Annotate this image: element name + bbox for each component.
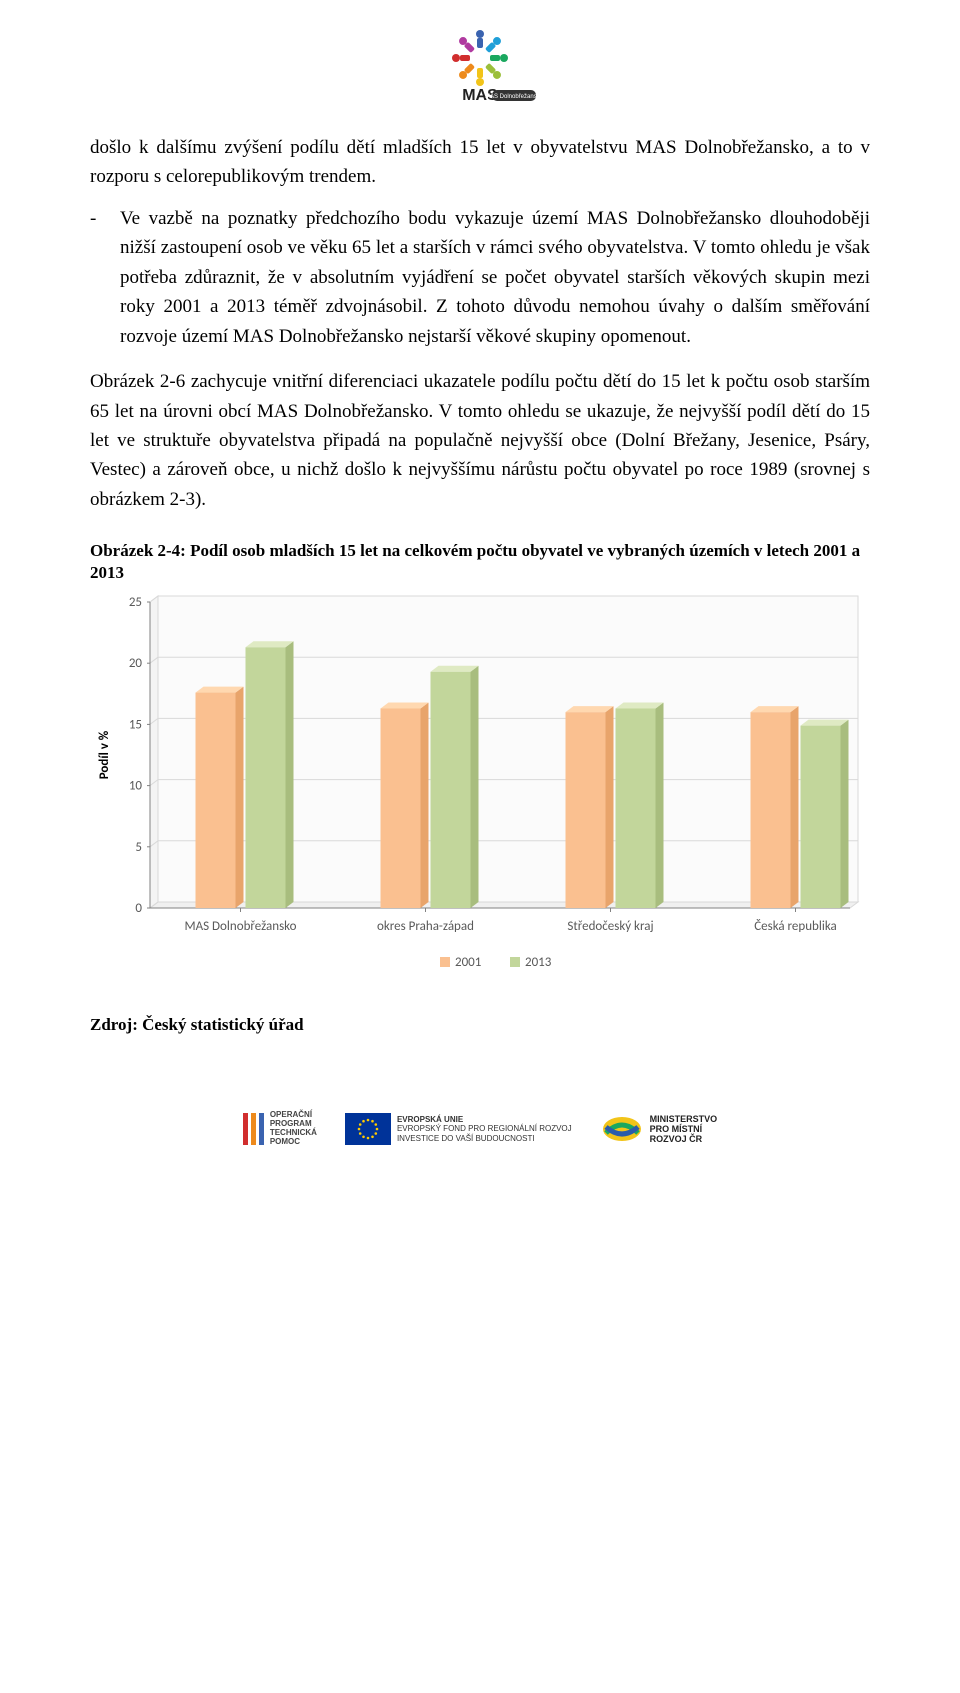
svg-text:20: 20 (129, 657, 143, 672)
eu-l3: INVESTICE DO VAŠÍ BUDOUCNOSTI (397, 1134, 535, 1143)
mmr-l3: ROZVOJ ČR (650, 1134, 703, 1144)
mmr-l1: MINISTERSTVO (650, 1114, 718, 1124)
bar-chart: 0 5 10 15 20 25 Podíl v % MAS Dolnobřežansko okr… (90, 588, 870, 993)
svg-text:0: 0 (135, 901, 142, 916)
header-logo: MAS MAS Dolnobřežansko (90, 20, 870, 113)
footer-mmr-logo: MINISTERSTVO PRO MÍSTNÍ ROZVOJ ČR (600, 1113, 718, 1145)
source-label: Zdroj: Český statistický úřad (90, 1015, 870, 1035)
svg-text:Česká republika: Česká republika (754, 919, 837, 934)
op-l2: PROGRAM (270, 1119, 312, 1128)
svg-text:Podíl v %: Podíl v % (97, 731, 112, 780)
paragraph-2: Ve vazbě na poznatky předchozího bodu vy… (120, 204, 870, 351)
mmr-l2: PRO MÍSTNÍ (650, 1124, 703, 1134)
svg-text:okres Praha-západ: okres Praha-západ (377, 919, 474, 934)
eu-l2: EVROPSKÝ FOND PRO REGIONÁLNÍ ROZVOJ (397, 1124, 572, 1133)
svg-text:MAS Dolnobřežansko: MAS Dolnobřežansko (185, 919, 297, 934)
bullet-dash: - (90, 204, 102, 351)
svg-text:25: 25 (129, 595, 142, 610)
op-l1: OPERAČNÍ (270, 1110, 312, 1119)
svg-text:5: 5 (135, 840, 142, 855)
op-l4: POMOC (270, 1137, 300, 1146)
op-l3: TECHNICKÁ (270, 1128, 317, 1137)
svg-text:15: 15 (129, 718, 142, 733)
svg-text:10: 10 (129, 779, 143, 794)
svg-text:2013: 2013 (525, 955, 552, 970)
figure-caption: Obrázek 2-4: Podíl osob mladších 15 let … (90, 540, 870, 584)
paragraph-3: Obrázek 2-6 zachycuje vnitřní diferencia… (90, 367, 870, 514)
footer-eu-logo: EVROPSKÁ UNIE EVROPSKÝ FOND PRO REGIONÁL… (345, 1113, 572, 1145)
eu-flag-icon (345, 1113, 391, 1145)
footer-op-logo: OPERAČNÍ PROGRAM TECHNICKÁ POMOC (243, 1111, 317, 1146)
footer-logos: OPERAČNÍ PROGRAM TECHNICKÁ POMOC EVROPSK… (90, 1105, 870, 1152)
logo-sub: MAS Dolnobřežansko (485, 94, 540, 100)
eu-l1: EVROPSKÁ UNIE (397, 1115, 463, 1124)
mmr-icon (600, 1113, 644, 1145)
svg-text:Středočeský kraj: Středočeský kraj (567, 919, 653, 934)
paragraph-1: došlo k dalšímu zvýšení podílu dětí mlad… (90, 133, 870, 192)
svg-text:2001: 2001 (455, 955, 481, 970)
